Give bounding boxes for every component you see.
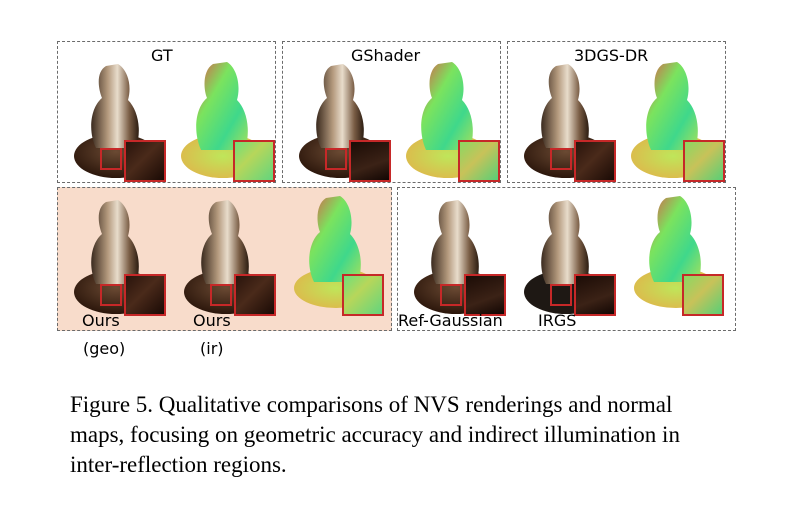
zoom-inset (682, 274, 724, 316)
zoom-inset (464, 274, 506, 316)
region-marker (550, 148, 572, 170)
render-rgb-irgs (516, 192, 620, 322)
render-normal-ours (286, 192, 390, 322)
render-rgb-3dgs-dr (516, 52, 620, 182)
label-ours-ir-line1: Ours (193, 311, 231, 330)
label-irgs: IRGS (538, 311, 577, 330)
zoom-inset (124, 274, 166, 316)
render-rgb-gt (66, 52, 170, 182)
label-ours-ir-line2: (ir) (200, 339, 224, 358)
label-ours-geo-line1: Ours (82, 311, 120, 330)
panel-baselines (397, 187, 736, 331)
region-marker (550, 284, 572, 306)
render-normal-baseline (626, 192, 730, 322)
panel-ours (57, 187, 392, 331)
render-normal-gt (173, 52, 277, 182)
panel-label-3dgs-dr: 3DGS-DR (574, 46, 649, 65)
render-rgb-gshader (291, 52, 395, 182)
figure-caption: Figure 5. Qualitative comparisons of NVS… (70, 392, 680, 477)
panel-label-gt: GT (151, 46, 173, 65)
zoom-inset (349, 140, 391, 182)
zoom-inset (458, 140, 500, 182)
render-normal-3dgs-dr (623, 52, 727, 182)
label-ref-gaussian: Ref-Gaussian (398, 311, 503, 330)
zoom-inset (683, 140, 725, 182)
zoom-inset (124, 140, 166, 182)
region-marker (100, 148, 122, 170)
zoom-inset (574, 140, 616, 182)
zoom-inset (574, 274, 616, 316)
region-marker (210, 284, 232, 306)
panel-3dgs-dr: 3DGS-DR (507, 41, 726, 183)
zoom-inset (234, 274, 276, 316)
render-rgb-ours-ir (176, 192, 280, 322)
render-rgb-ref-gaussian (406, 192, 510, 322)
region-marker (440, 284, 462, 306)
label-ours-geo-line2: (geo) (83, 339, 126, 358)
panel-label-gshader: GShader (351, 46, 421, 65)
render-normal-gshader (398, 52, 502, 182)
panel-gt: GT (57, 41, 276, 183)
region-marker (100, 284, 122, 306)
zoom-inset (342, 274, 384, 316)
panel-gshader: GShader (282, 41, 501, 183)
zoom-inset (233, 140, 275, 182)
region-marker (325, 148, 347, 170)
render-rgb-ours-geo (66, 192, 170, 322)
